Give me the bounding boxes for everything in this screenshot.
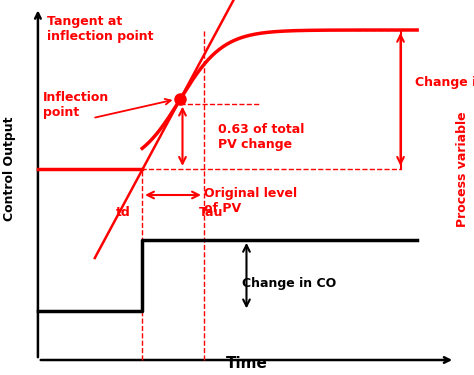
Text: Change in CO: Change in CO xyxy=(242,277,336,290)
Text: Original level
of PV: Original level of PV xyxy=(204,188,297,216)
Text: Time: Time xyxy=(226,356,267,371)
Text: Process variable: Process variable xyxy=(456,111,469,226)
Text: Tau: Tau xyxy=(199,206,223,219)
Text: td: td xyxy=(116,206,131,219)
Text: Control Output: Control Output xyxy=(3,117,16,221)
Text: Change in PV: Change in PV xyxy=(415,76,474,89)
Text: Tangent at
inflection point: Tangent at inflection point xyxy=(47,15,154,43)
Text: Inflection
point: Inflection point xyxy=(43,91,109,119)
Text: 0.63 of total
PV change: 0.63 of total PV change xyxy=(218,123,304,151)
